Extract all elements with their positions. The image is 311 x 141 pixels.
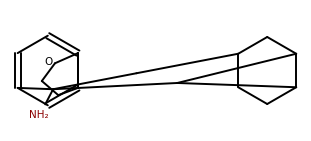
Text: O: O xyxy=(44,57,52,67)
Text: NH₂: NH₂ xyxy=(29,110,49,120)
